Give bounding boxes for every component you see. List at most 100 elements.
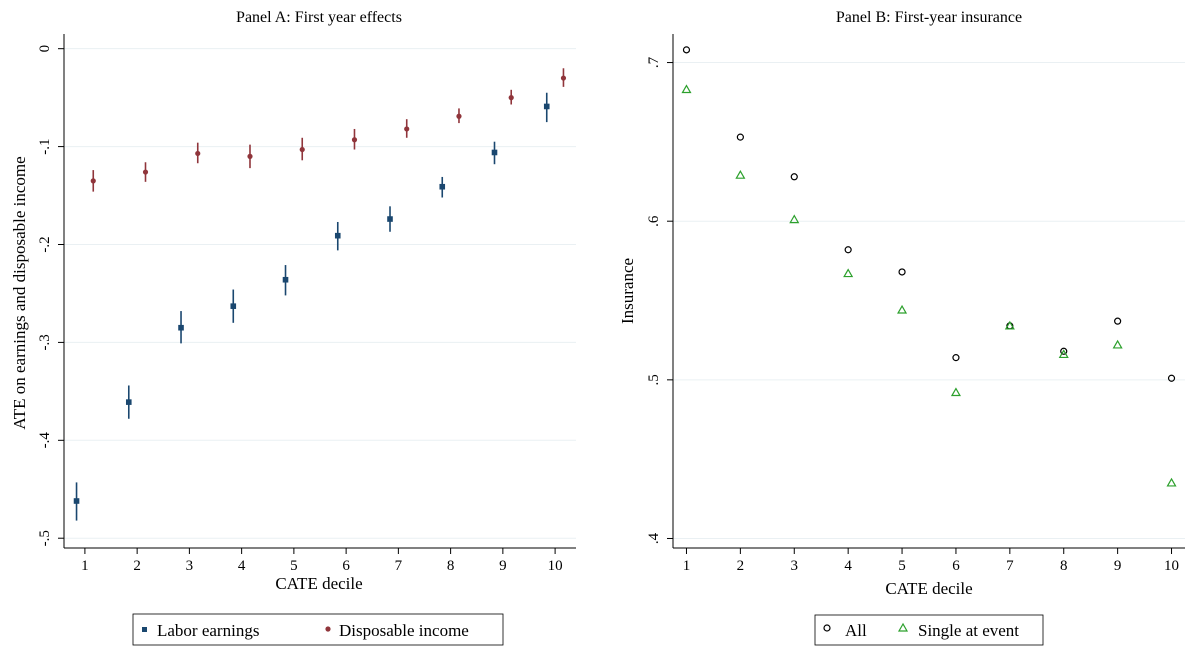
- point-labor-earnings: [334, 232, 341, 239]
- panel-b-y-tick-label: .4: [646, 532, 662, 544]
- point-single-at-event: [1004, 320, 1015, 330]
- point-disposable-income: [142, 169, 149, 175]
- point-all: [790, 173, 798, 181]
- panel-a-y-tick-label: -.2: [37, 236, 53, 252]
- legend-label-labor-earnings: Labor earnings: [157, 621, 259, 640]
- panel-b-y-axis-label: Insurance: [618, 258, 637, 324]
- panel-a-y-axis-label: ATE on earnings and disposable income: [10, 156, 29, 429]
- point-labor-earnings: [282, 276, 289, 283]
- point-disposable-income: [560, 75, 567, 81]
- point-single-at-event: [681, 84, 692, 94]
- panel-a-x-tick-label: 3: [186, 558, 194, 574]
- point-all: [1167, 374, 1176, 382]
- panel-a-y-tick-label: -.5: [37, 530, 53, 546]
- point-all: [1114, 317, 1122, 325]
- point-disposable-income: [299, 146, 305, 153]
- point-disposable-income: [90, 178, 96, 184]
- point-disposable-income: [247, 153, 253, 159]
- point-all: [736, 133, 744, 141]
- legend-label-all: All: [845, 621, 867, 640]
- point-single-at-event: [1058, 349, 1069, 359]
- panel-b-x-ticks: 1 2 3 4 5 6 7 8 9 10: [683, 548, 1179, 574]
- panel-b-x-tick-label: 3: [791, 558, 799, 574]
- panel-b-marks: [681, 46, 1177, 487]
- panel-b-x-tick-label: 9: [1114, 558, 1122, 574]
- panel-a-y-tick-label: -.3: [37, 334, 53, 350]
- point-labor-earnings: [73, 498, 80, 504]
- legend-label-single-at-event: Single at event: [918, 621, 1019, 640]
- point-single-at-event: [1166, 477, 1177, 487]
- point-single-at-event: [897, 304, 908, 314]
- panel-b-y-ticks: .4 .5 .6 .7: [646, 56, 673, 544]
- panel-b-x-tick-label: 8: [1060, 558, 1068, 574]
- point-labor-earnings: [439, 183, 446, 190]
- panel-a-x-tick-label: 7: [395, 558, 403, 574]
- panel-a-x-tick-label: 6: [342, 558, 350, 574]
- point-labor-earnings: [387, 216, 393, 222]
- panel-b-gridlines: [673, 62, 1185, 539]
- panel-b-x-tick-label: 4: [844, 558, 852, 574]
- panel-a-title: Panel A: First year effects: [236, 9, 402, 26]
- panel-b-x-tick-label: 2: [737, 558, 745, 574]
- point-disposable-income: [195, 150, 201, 157]
- panel-b-x-tick-label: 6: [952, 558, 960, 574]
- panel-a-x-tick-label: 9: [499, 558, 507, 574]
- point-disposable-income: [456, 113, 462, 119]
- point-labor-earnings: [178, 324, 184, 331]
- panel-a-x-axis-label: CATE decile: [275, 574, 362, 593]
- panel-b-legend-box: [814, 614, 1044, 646]
- panel-a-x-ticks: 1 2 3 4 5 6 7 8 9 10: [81, 548, 563, 574]
- panel-b-x-tick-label: 1: [683, 558, 691, 574]
- panel-b-x-tick-label: 10: [1164, 558, 1179, 574]
- point-labor-earnings: [125, 399, 132, 405]
- point-labor-earnings: [230, 303, 237, 309]
- panel-a-x-tick-label: 1: [81, 558, 89, 574]
- point-single-at-event: [843, 268, 854, 278]
- panel-a-x-tick-label: 5: [290, 558, 298, 574]
- panel-a: Panel A: First year effects 0 -.1 -.2 -.3 -.…: [10, 9, 576, 646]
- panel-a-x-tick-label: 4: [238, 558, 246, 574]
- point-disposable-income: [404, 126, 410, 132]
- point-single-at-event: [735, 169, 746, 179]
- legend-marker-disposable-income: [325, 626, 331, 632]
- point-all: [682, 46, 691, 54]
- panel-a-legend: Labor earnings Disposable income: [132, 613, 504, 646]
- point-disposable-income: [508, 95, 514, 101]
- point-single-at-event: [1112, 339, 1123, 349]
- panel-a-legend-box: [132, 613, 504, 646]
- point-all: [898, 268, 906, 276]
- point-labor-earnings: [543, 103, 550, 110]
- panel-b-legend: All Single at event: [814, 614, 1044, 646]
- point-single-at-event: [950, 387, 961, 397]
- legend-marker-labor-earnings: [142, 627, 147, 632]
- panel-b-title: Panel B: First-year insurance: [836, 9, 1022, 26]
- panel-a-x-tick-label: 8: [447, 558, 455, 574]
- panel-b-y-tick-label: .7: [646, 56, 662, 68]
- point-all: [952, 354, 960, 362]
- panel-b-axes: [672, 34, 1185, 549]
- panel-b-x-tick-label: 7: [1006, 558, 1014, 574]
- point-single-at-event: [789, 214, 800, 224]
- panel-b-y-tick-label: .5: [646, 374, 662, 385]
- panel-b-x-axis-label: CATE decile: [885, 579, 972, 598]
- panel-a-marks: [73, 68, 567, 521]
- panel-b-y-tick-label: .6: [646, 215, 662, 227]
- panel-b-x-tick-label: 5: [898, 558, 906, 574]
- point-labor-earnings: [491, 149, 498, 156]
- legend-marker-single-at-event: [897, 622, 909, 632]
- panel-a-y-tick-label: -.4: [37, 432, 53, 449]
- panel-a-axes: [63, 34, 576, 549]
- point-all: [1060, 347, 1068, 355]
- panel-a-x-tick-label: 10: [548, 558, 563, 574]
- panel-a-y-ticks: 0 -.1 -.2 -.3 -.4 -.5: [37, 45, 64, 546]
- legend-marker-all: [823, 624, 831, 632]
- legend-label-disposable-income: Disposable income: [339, 621, 469, 640]
- panel-a-x-tick-label: 2: [133, 558, 141, 574]
- panel-b: Panel B: First-year insurance .4 .5 .6 .7 1…: [618, 9, 1185, 646]
- panel-a-y-tick-label: 0: [37, 45, 53, 53]
- point-all: [844, 246, 852, 254]
- point-disposable-income: [351, 137, 358, 143]
- panel-a-y-tick-label: -.1: [37, 138, 53, 154]
- panel-a-gridlines: [64, 48, 576, 539]
